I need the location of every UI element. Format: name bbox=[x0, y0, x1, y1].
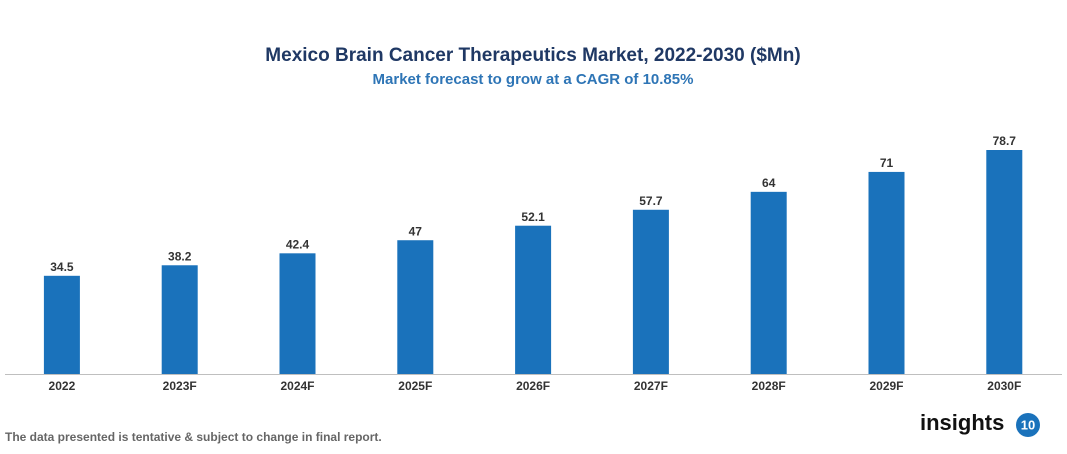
bar bbox=[986, 150, 1023, 374]
value-label: 47 bbox=[409, 224, 423, 238]
bar bbox=[515, 225, 552, 374]
bar bbox=[161, 265, 198, 374]
chart-subtitle: Market forecast to grow at a CAGR of 10.… bbox=[373, 71, 694, 88]
brand-badge: 10 bbox=[1021, 417, 1035, 432]
x-tick-label: 2027F bbox=[634, 379, 668, 393]
bar bbox=[43, 275, 80, 374]
bar bbox=[632, 209, 669, 374]
chart-title: Mexico Brain Cancer Therapeutics Market,… bbox=[265, 45, 800, 66]
x-tick-label: 2024F bbox=[280, 379, 314, 393]
footnote: The data presented is tentative & subjec… bbox=[5, 430, 382, 444]
x-tick-label: 2029F bbox=[869, 379, 903, 393]
x-tick-label: 2022 bbox=[49, 379, 76, 393]
value-label: 52.1 bbox=[521, 210, 545, 224]
bar bbox=[868, 171, 905, 374]
brand-badge-circle bbox=[1016, 413, 1040, 437]
x-tick-label: 2025F bbox=[398, 379, 432, 393]
value-label: 34.5 bbox=[50, 260, 74, 274]
x-tick-label: 2023F bbox=[163, 379, 197, 393]
value-label: 38.2 bbox=[168, 249, 192, 263]
value-label: 57.7 bbox=[639, 194, 663, 208]
value-label: 78.7 bbox=[993, 134, 1017, 148]
brand-logo: insights bbox=[920, 410, 1004, 435]
x-tick-label: 2026F bbox=[516, 379, 550, 393]
value-label: 64 bbox=[762, 176, 776, 190]
x-tick-label: 2030F bbox=[987, 379, 1021, 393]
value-label: 71 bbox=[880, 156, 894, 170]
bar bbox=[397, 240, 434, 374]
x-tick-label: 2028F bbox=[752, 379, 786, 393]
bar bbox=[279, 253, 316, 374]
value-label: 42.4 bbox=[286, 237, 310, 251]
bar bbox=[750, 191, 787, 374]
